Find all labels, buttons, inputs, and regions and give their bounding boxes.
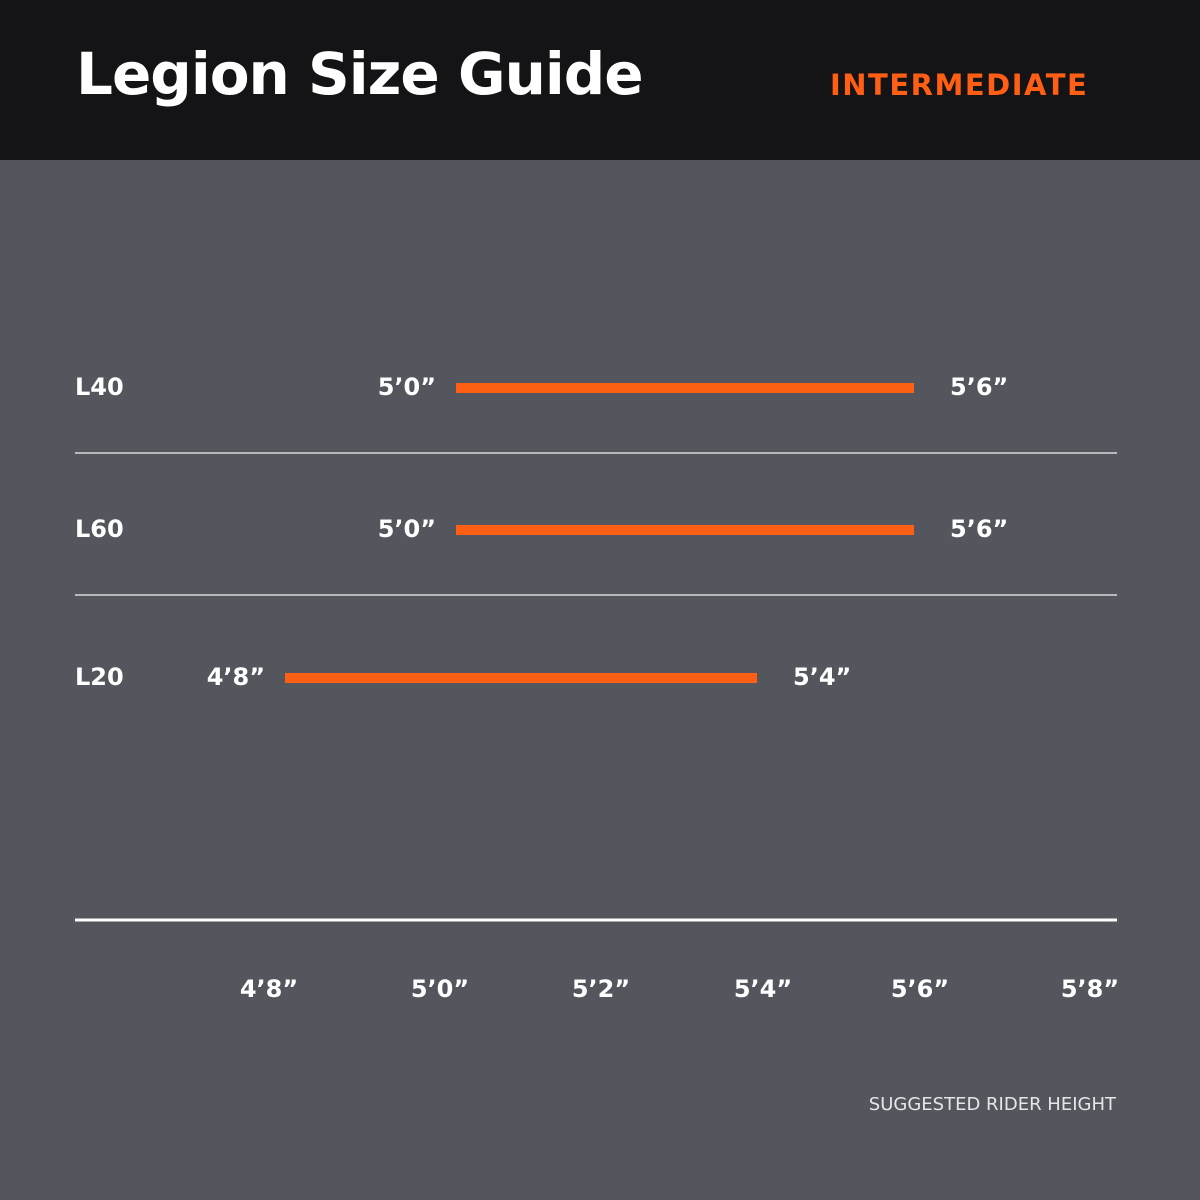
range-max-label: 5’4” [793, 663, 851, 691]
row-label: L20 [75, 663, 124, 691]
range-min-label: 5’0” [378, 515, 436, 543]
x-tick-label: 5’4” [734, 975, 792, 1003]
row-label: L60 [75, 515, 124, 543]
x-tick-label: 5’0” [411, 975, 469, 1003]
page-title: Legion Size Guide [76, 40, 644, 108]
x-axis-label: SUGGESTED RIDER HEIGHT [868, 1094, 1116, 1115]
x-tick-label: 5’6” [891, 975, 949, 1003]
range-min-label: 5’0” [378, 373, 436, 401]
range-min-label: 4’8” [207, 663, 265, 691]
header-bar: Legion Size Guide INTERMEDIATE [0, 0, 1200, 160]
x-tick-label: 5’8” [1061, 975, 1119, 1003]
x-tick-label: 4’8” [240, 975, 298, 1003]
range-bar [285, 673, 757, 683]
range-bar [456, 525, 914, 535]
x-tick-label: 5’2” [572, 975, 630, 1003]
range-max-label: 5’6” [950, 373, 1008, 401]
skill-level-label: INTERMEDIATE [830, 68, 1089, 102]
range-max-label: 5’6” [950, 515, 1008, 543]
range-bar [456, 383, 914, 393]
row-label: L40 [75, 373, 124, 401]
